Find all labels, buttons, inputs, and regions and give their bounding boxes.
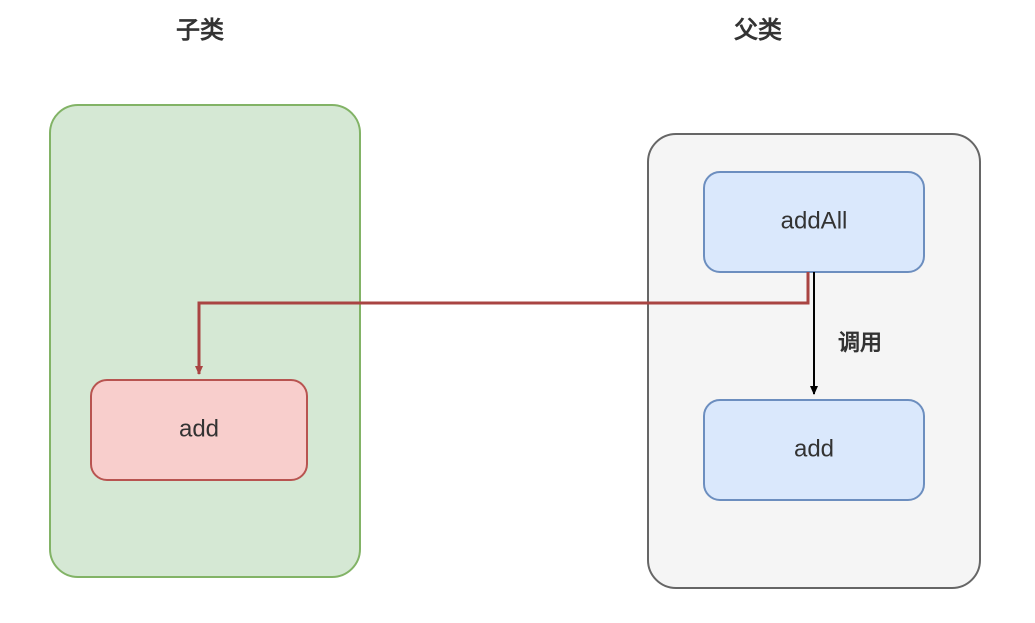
node-label-child_add: add [179, 415, 219, 442]
title-right: 父类 [734, 17, 783, 44]
title-left: 子类 [176, 17, 225, 44]
container-left [50, 105, 360, 577]
node-label-parent_add: add [794, 435, 834, 462]
node-label-parent_addAll: addAll [781, 207, 848, 234]
edge-label-call_self: 调用 [838, 330, 882, 355]
